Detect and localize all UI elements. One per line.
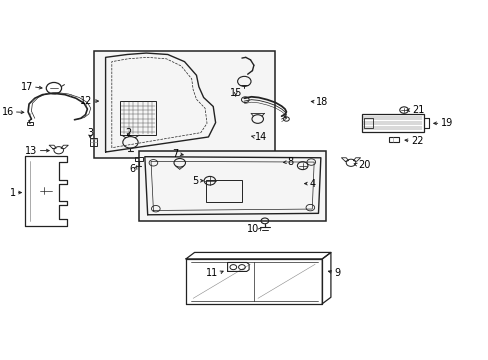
Bar — [27, 122, 33, 125]
Text: 11: 11 — [206, 268, 218, 278]
Text: 3: 3 — [87, 129, 93, 138]
Text: 10: 10 — [247, 225, 259, 234]
Text: 19: 19 — [440, 118, 452, 128]
Bar — [120, 101, 156, 135]
Text: 16: 16 — [1, 107, 14, 117]
Text: 1: 1 — [9, 188, 16, 198]
Text: 8: 8 — [287, 157, 293, 167]
Text: 20: 20 — [357, 160, 370, 170]
Bar — [205, 180, 242, 202]
Text: 22: 22 — [410, 136, 423, 145]
Text: 9: 9 — [334, 267, 340, 278]
Bar — [135, 157, 142, 161]
Text: 13: 13 — [25, 145, 38, 156]
Bar — [363, 118, 372, 128]
Bar — [361, 114, 423, 132]
Text: 14: 14 — [254, 132, 266, 142]
Text: 2: 2 — [125, 129, 131, 138]
Text: 17: 17 — [20, 82, 33, 92]
Text: 21: 21 — [411, 105, 423, 115]
Text: 7: 7 — [172, 149, 178, 159]
Text: 5: 5 — [192, 176, 198, 186]
Bar — [139, 151, 325, 221]
Text: 4: 4 — [309, 179, 315, 189]
Text: 15: 15 — [229, 88, 242, 98]
Text: 6: 6 — [129, 163, 136, 174]
Bar — [90, 138, 97, 145]
Bar — [93, 51, 275, 158]
Bar — [388, 137, 399, 142]
Text: 18: 18 — [315, 97, 327, 107]
Text: 12: 12 — [80, 96, 92, 106]
